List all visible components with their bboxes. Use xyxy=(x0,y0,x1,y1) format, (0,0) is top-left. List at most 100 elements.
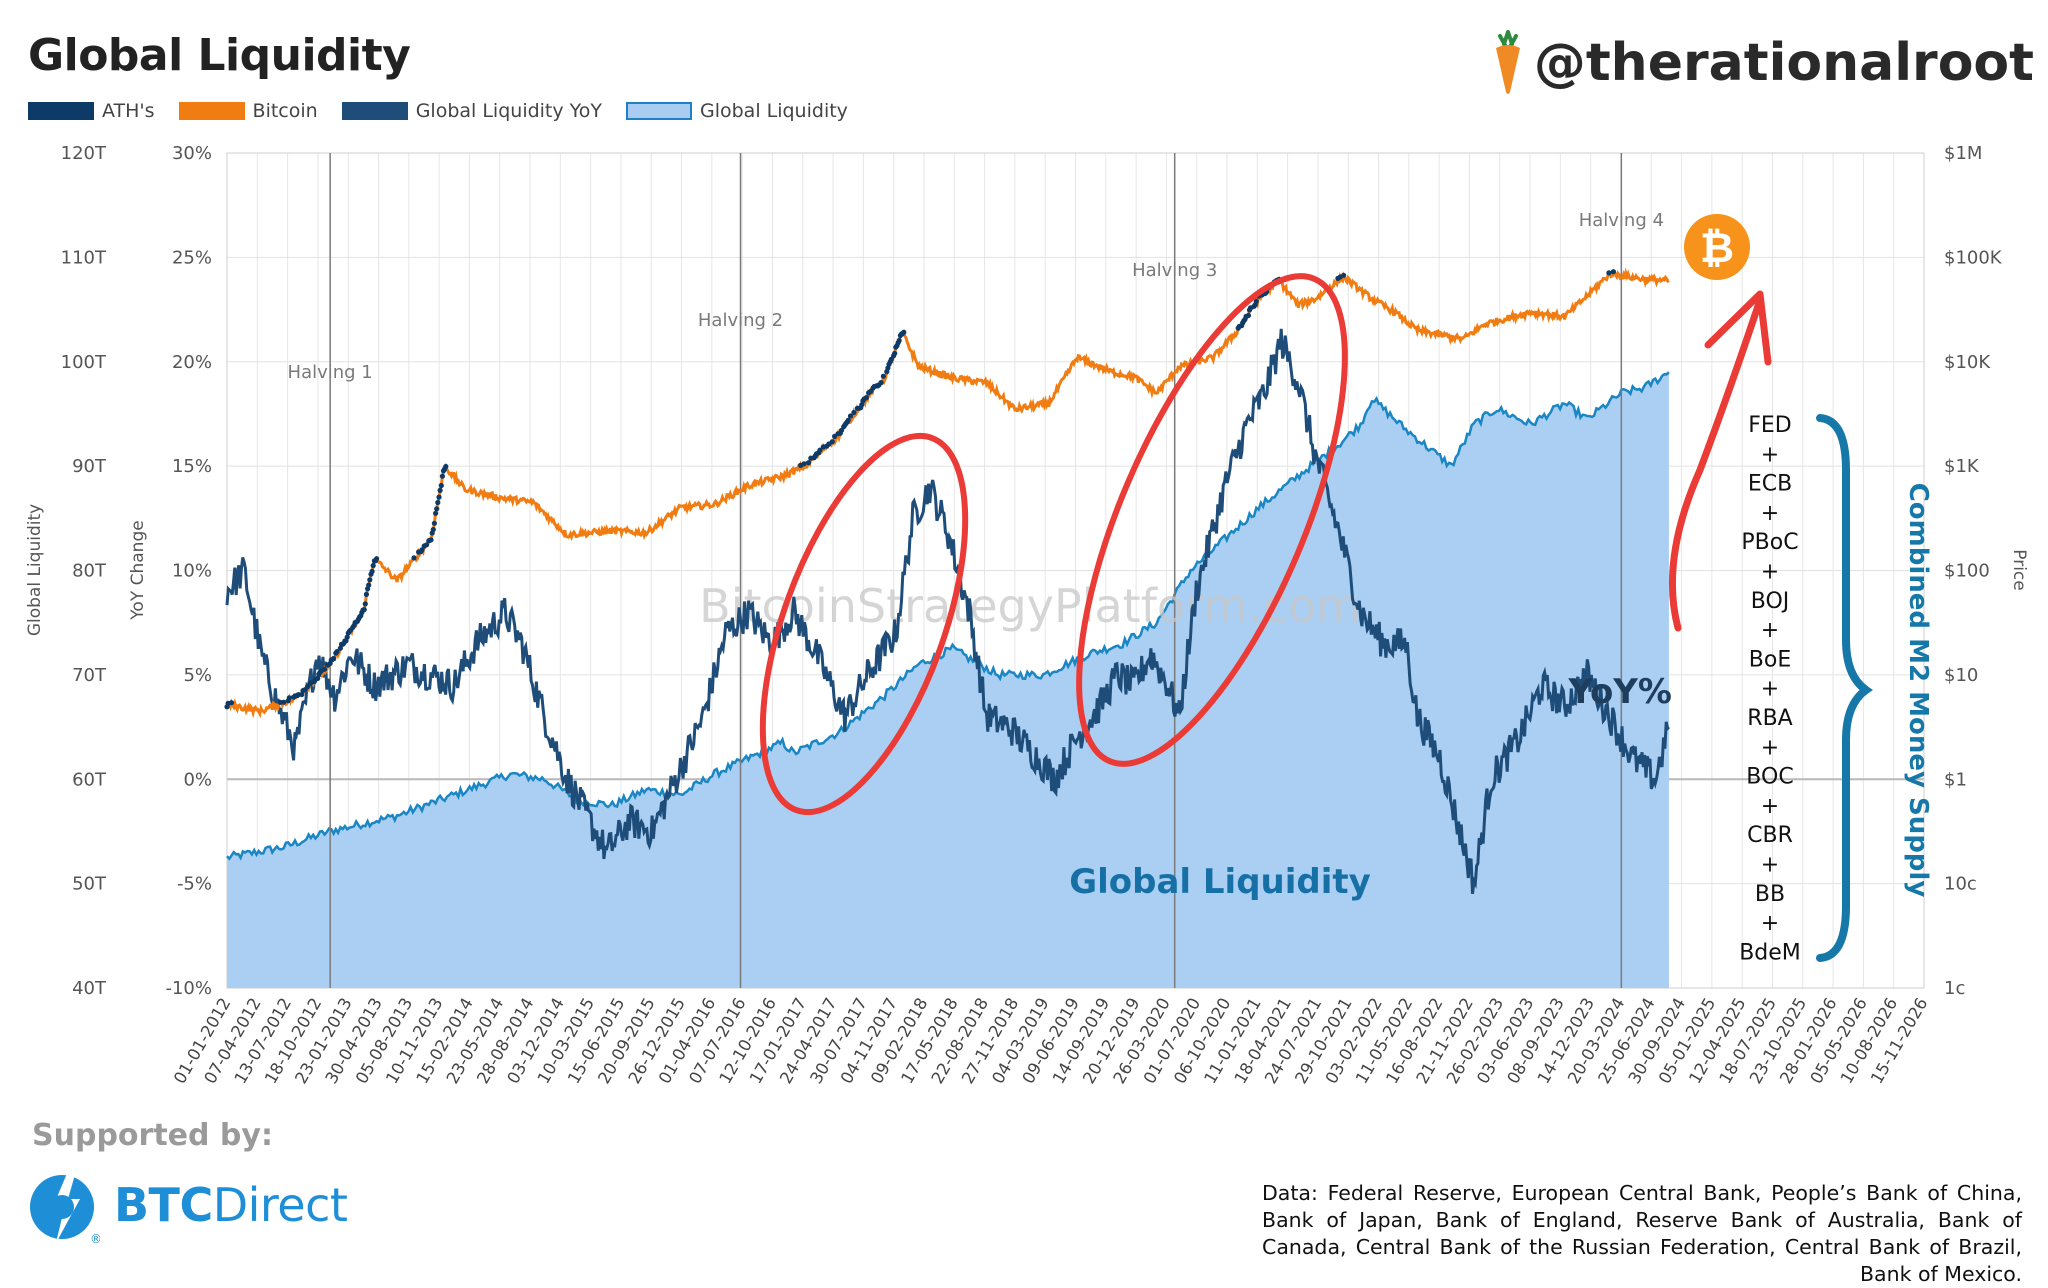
plus-sign: + xyxy=(1761,677,1779,702)
ath-point xyxy=(428,537,434,543)
yoy-label: YoY% xyxy=(1567,672,1672,712)
left-inner-tick-label: 5% xyxy=(183,665,212,686)
left-outer-tick-label: 50T xyxy=(72,874,107,895)
right-tick-label: 1c xyxy=(1944,978,1965,999)
legend-item-aths[interactable]: ATH's xyxy=(28,100,155,122)
legend-item-global-liquidity-yoy[interactable]: Global Liquidity YoY xyxy=(341,100,602,122)
ath-point xyxy=(1610,269,1616,275)
ath-point xyxy=(286,695,292,701)
plus-sign: + xyxy=(1761,618,1779,643)
plus-sign: + xyxy=(1761,735,1779,760)
right-tick-label: $1K xyxy=(1944,456,1980,477)
legend-swatch xyxy=(341,102,408,120)
btc-direct-logo[interactable]: ® BTCDirect xyxy=(28,1165,348,1245)
red-arrow-head xyxy=(1704,290,1772,366)
legend-label: Global Liquidity xyxy=(699,100,848,122)
watermark: BitcoinStrategyPlatform.com xyxy=(699,579,1361,633)
ath-point xyxy=(299,691,305,698)
author-handle: @therationalroot xyxy=(1490,30,2034,96)
legend-swatch xyxy=(28,102,94,120)
central-bank-label: PBoC xyxy=(1741,530,1798,555)
ath-point xyxy=(370,563,376,569)
highlight-ellipse-2017 xyxy=(759,432,969,816)
right-tick-label: $100K xyxy=(1944,247,2003,268)
left-inner-tick-label: 10% xyxy=(172,561,212,582)
plus-sign: + xyxy=(1761,911,1779,936)
plus-sign: + xyxy=(1761,794,1779,819)
right-tick-label: $10K xyxy=(1944,352,1991,373)
ath-point xyxy=(228,700,235,706)
ath-point xyxy=(435,499,441,506)
plus-sign: + xyxy=(1761,560,1779,585)
legend-item-global-liquidity[interactable]: Global Liquidity xyxy=(625,100,848,122)
ath-point xyxy=(315,675,321,682)
right-tick-label: $1 xyxy=(1944,769,1967,790)
ath-point xyxy=(334,649,340,655)
ath-point xyxy=(1253,298,1259,304)
ath-point xyxy=(369,568,375,575)
ath-point xyxy=(362,601,368,607)
ath-point xyxy=(817,447,823,453)
ath-point xyxy=(845,417,851,423)
global-liquidity-yoy-line xyxy=(225,328,1670,894)
ath-point xyxy=(892,350,898,356)
left-outer-tick-label: 80T xyxy=(72,561,107,582)
left-outer-tick-label: 120T xyxy=(61,143,107,164)
left-outer-tick-label: 90T xyxy=(72,456,107,477)
central-bank-label: CBR xyxy=(1747,823,1793,848)
ath-point xyxy=(878,380,884,386)
bitcoin-logo-icon: ₿ xyxy=(1684,214,1750,280)
ath-point xyxy=(1341,272,1347,278)
central-bank-list: FED + ECB + PBoC + BOJ + BoE + RBA + BOC + CBR + BB + BdeM xyxy=(1739,413,1801,965)
central-bank-label: BdeM xyxy=(1739,940,1801,965)
halving-label: Halving 4 xyxy=(1579,210,1664,231)
ath-point xyxy=(801,461,807,467)
curly-brace xyxy=(1816,414,1873,962)
left-inner-tick-label: 15% xyxy=(172,456,212,477)
ath-point xyxy=(363,591,369,598)
chart-legend: ATH's Bitcoin Global Liquidity YoY Globa… xyxy=(28,100,862,122)
halving-label: Halving 3 xyxy=(1132,260,1217,281)
ath-point xyxy=(439,473,445,479)
right-tick-label: $1M xyxy=(1944,143,1982,164)
plus-sign: + xyxy=(1761,853,1779,878)
ath-point xyxy=(437,487,443,493)
bitcoin-price-line xyxy=(225,267,1670,719)
btc-direct-wordmark: BTCDirect xyxy=(114,1178,348,1232)
ath-point xyxy=(829,439,835,445)
ath-point xyxy=(331,655,337,662)
ath-point xyxy=(1245,312,1251,319)
ath-point xyxy=(1606,270,1612,276)
left-inner-tick-label: 0% xyxy=(183,769,212,790)
red-arrow xyxy=(1668,296,1764,632)
ath-point xyxy=(443,463,449,470)
legend-item-bitcoin[interactable]: Bitcoin xyxy=(178,100,318,122)
legend-label: Bitcoin xyxy=(252,100,318,122)
plus-sign: + xyxy=(1761,501,1779,526)
handle-text: @therationalroot xyxy=(1533,33,2034,93)
central-bank-label: BB xyxy=(1755,882,1785,907)
ath-point xyxy=(281,699,287,705)
right-tick-label: 10c xyxy=(1944,874,1977,895)
left-inner-tick-label: 30% xyxy=(172,143,212,164)
right-tick-label: $100 xyxy=(1944,561,1990,582)
ath-point xyxy=(838,427,845,434)
ath-point xyxy=(423,542,430,548)
m2-label: Combined M2 Money Supply xyxy=(1903,483,1933,898)
halving-label: Halving 2 xyxy=(698,310,783,331)
central-bank-label: FED xyxy=(1748,413,1792,438)
ath-point xyxy=(434,506,440,512)
left-inner-tick-label: -10% xyxy=(165,978,212,999)
halving-label: Halving 1 xyxy=(288,362,373,383)
ath-point xyxy=(896,337,902,344)
global-liquidity-line xyxy=(226,371,1670,861)
legend-label: ATH's xyxy=(102,100,155,122)
ath-point xyxy=(901,329,907,335)
data-source-note: Data: Federal Reserve, European Central … xyxy=(1262,1181,2022,1286)
ath-point xyxy=(431,520,437,526)
ath-point xyxy=(344,634,350,640)
central-bank-label: BoE xyxy=(1749,647,1791,672)
ath-point xyxy=(438,482,444,489)
highlight-ellipse-2020 xyxy=(1076,273,1348,767)
svg-text:®: ® xyxy=(90,1232,100,1245)
